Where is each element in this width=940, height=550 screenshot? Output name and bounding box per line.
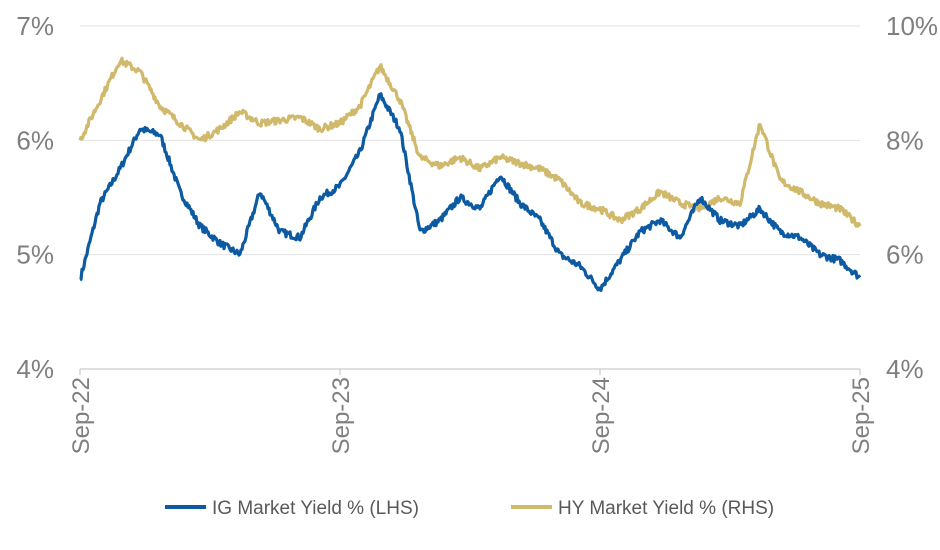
legend-label: IG Market Yield % (LHS) [212,498,419,519]
left-axis-ticks: 4% 5% 6% 7% [16,11,54,384]
left-tick-label: 6% [16,125,54,155]
left-tick-label: 5% [16,240,54,270]
right-tick-label: 8% [886,125,924,155]
left-tick-label: 4% [16,354,54,384]
x-tick-label: Sep-23 [328,377,355,454]
x-tick-label: Sep-24 [588,377,615,454]
x-axis-ticks: Sep-22 Sep-23 Sep-24 Sep-25 [68,369,875,454]
legend-label: HY Market Yield % (RHS) [558,498,774,519]
series-line-ig [79,92,862,292]
x-tick-label: Sep-25 [848,377,875,454]
right-tick-label: 4% [886,354,924,384]
series-line-hy [78,56,862,228]
right-tick-label: 6% [886,240,924,270]
x-tick-label: Sep-22 [68,377,95,454]
gridlines [80,25,860,256]
legend: IG Market Yield % (LHS) HY Market Yield %… [165,498,774,519]
series-lines [78,56,862,292]
right-axis-ticks: 4% 6% 8% 10% [886,11,938,384]
left-tick-label: 7% [16,11,54,41]
right-tick-label: 10% [886,11,938,41]
